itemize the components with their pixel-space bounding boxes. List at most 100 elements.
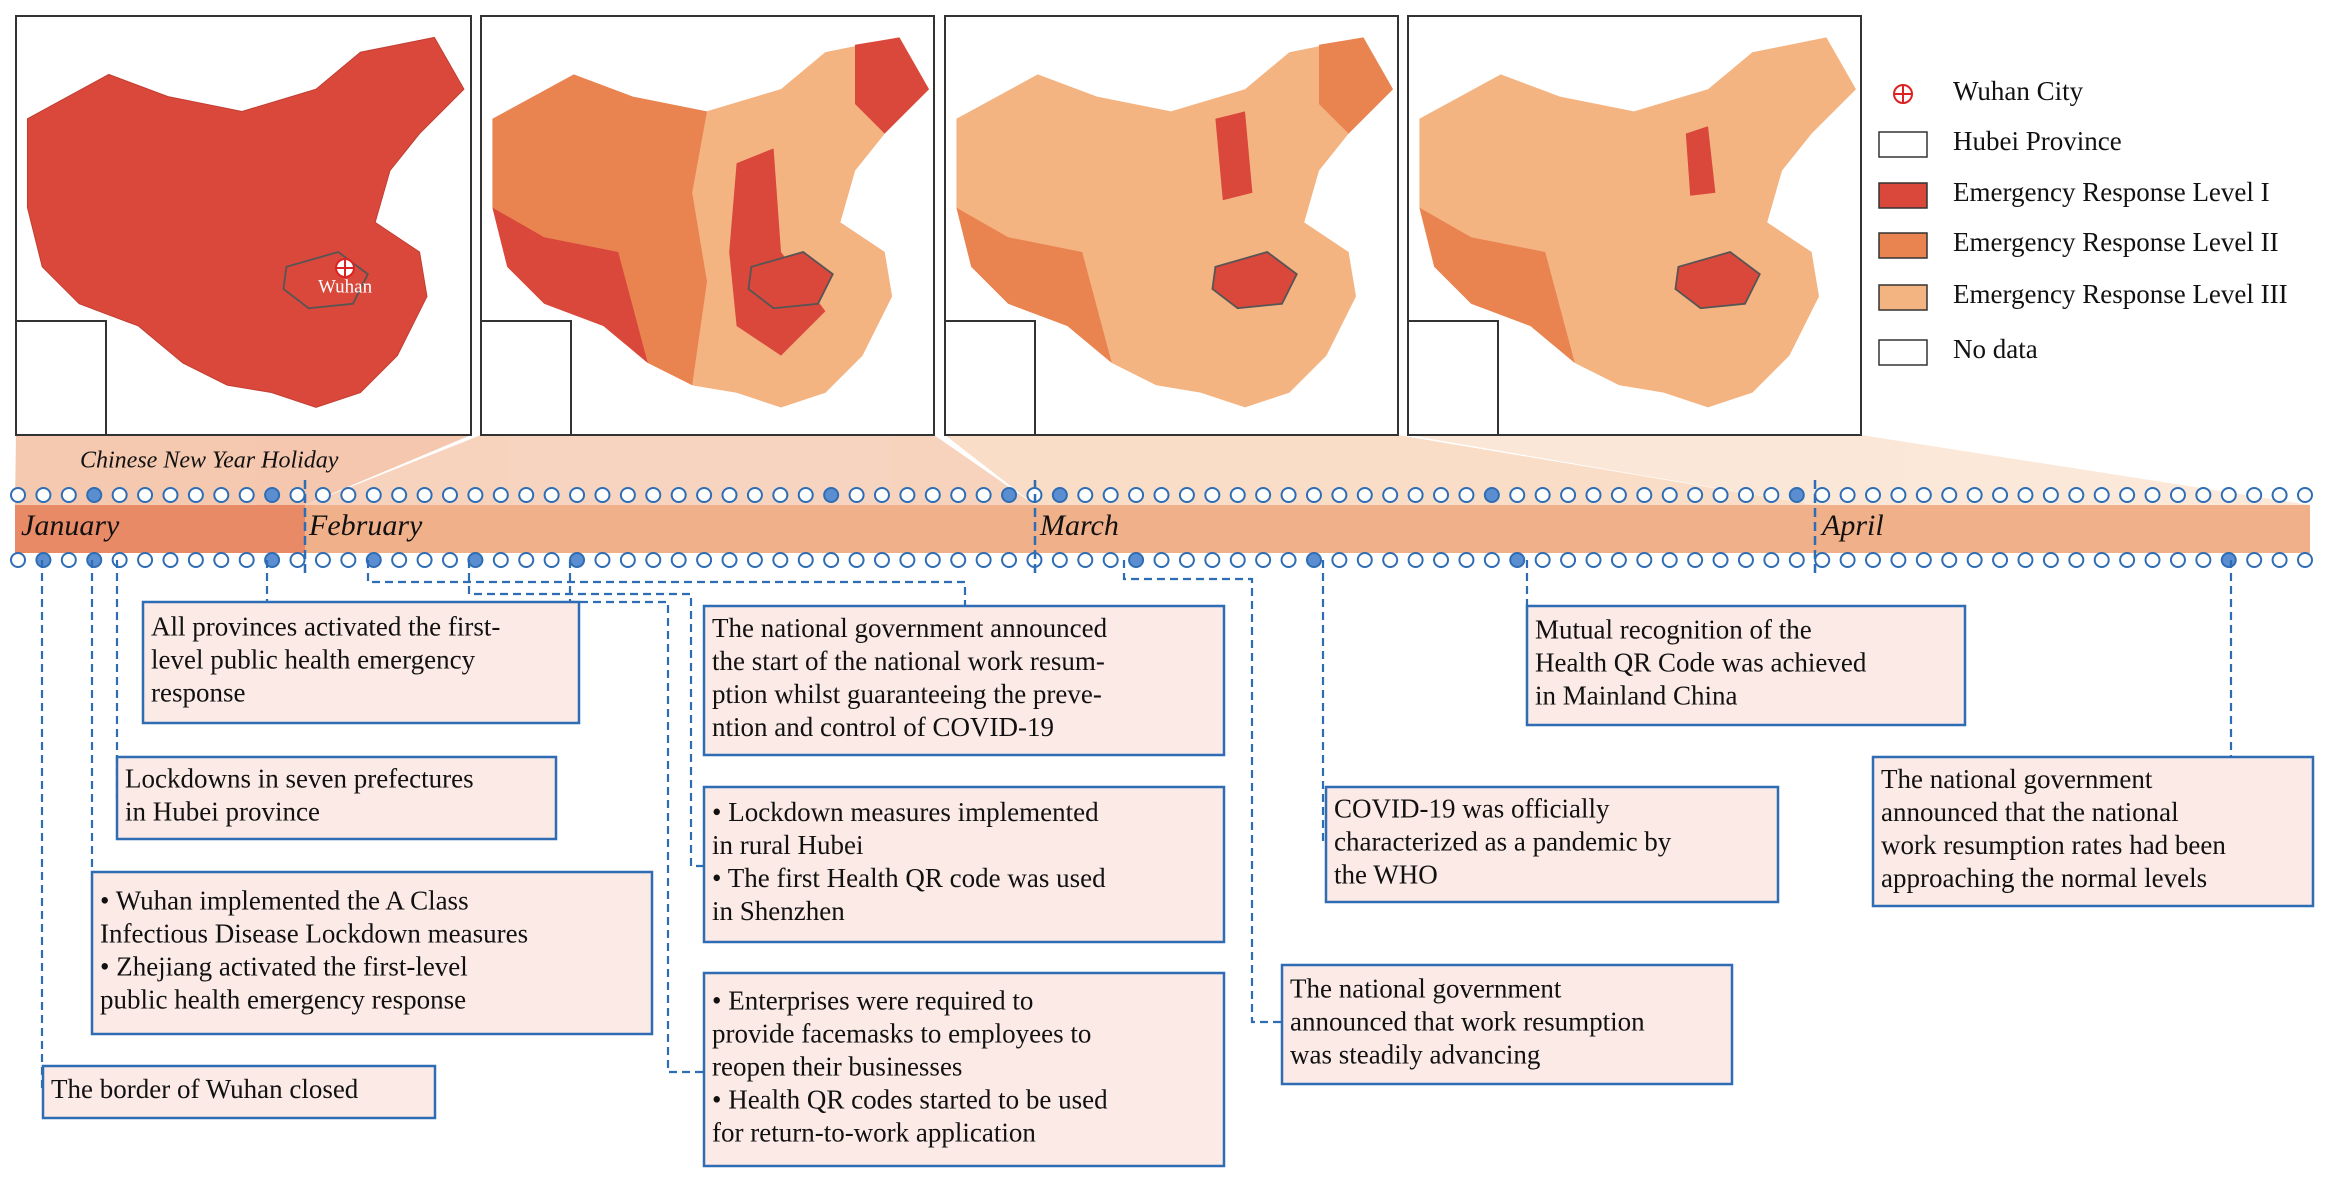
day-dot <box>594 487 611 503</box>
day-dot <box>569 487 586 503</box>
day-dot <box>1229 487 1246 503</box>
day-dot <box>365 487 382 503</box>
legend-swatch <box>1878 339 1928 366</box>
event-box-frame <box>115 755 558 841</box>
day-dot <box>518 487 535 503</box>
day-dot <box>1509 487 1526 503</box>
event-text: ption whilst guaranteeing the preve- <box>712 679 1102 709</box>
day-dot <box>86 552 103 568</box>
day-dot <box>2042 487 2059 503</box>
day-dot <box>1356 552 1373 568</box>
day-dot <box>1305 487 1322 503</box>
day-dot <box>746 552 763 568</box>
day-dot <box>492 552 509 568</box>
day-dot <box>2144 552 2161 568</box>
day-dot <box>823 552 840 568</box>
day-dot <box>10 487 26 503</box>
events: All provinces activated the first-level … <box>41 600 2315 1168</box>
event-text: All provinces activated the first- <box>151 612 500 642</box>
day-dot <box>1788 487 1805 503</box>
day-dot <box>1153 552 1170 568</box>
day-dot <box>1839 487 1856 503</box>
legend-label: Wuhan City <box>1953 76 2084 106</box>
map-panel <box>944 15 1399 436</box>
day-dot <box>492 487 509 503</box>
day-dot <box>391 552 408 568</box>
day-dot <box>1102 552 1119 568</box>
day-dot <box>2297 487 2313 503</box>
timeline-band <box>15 505 2310 553</box>
day-dot <box>2093 552 2110 568</box>
holiday-label: Chinese New Year Holiday <box>80 448 339 474</box>
day-dot <box>1737 552 1754 568</box>
day-dot <box>1331 552 1348 568</box>
day-dot <box>1305 552 1322 568</box>
day-dot <box>1966 487 1983 503</box>
day-dot <box>2297 552 2313 568</box>
legend-swatch <box>1878 232 1928 259</box>
day-dot <box>1128 552 1145 568</box>
event-text: • Lockdown measures implemented <box>712 797 1099 827</box>
day-dot <box>696 487 713 503</box>
month-separators <box>303 480 1817 575</box>
day-dot <box>1280 487 1297 503</box>
day-dot <box>35 552 52 568</box>
day-dot <box>2017 552 2034 568</box>
day-dot <box>2246 552 2263 568</box>
day-dot <box>1483 487 1500 503</box>
day-dot <box>1661 552 1678 568</box>
event-text: • Wuhan implemented the A Class <box>100 886 469 916</box>
day-dot <box>645 552 662 568</box>
map-panel <box>1407 15 1862 436</box>
day-dot <box>1382 487 1399 503</box>
month-label: March <box>1039 509 1119 542</box>
day-dot <box>1051 487 1068 503</box>
day-dot <box>1458 552 1475 568</box>
day-dot <box>1001 552 1018 568</box>
day-dot <box>1534 487 1551 503</box>
event-box: The border of Wuhan closed <box>41 1064 437 1120</box>
day-dot <box>1433 552 1450 568</box>
day-dot <box>2246 487 2263 503</box>
day-dot <box>2042 552 2059 568</box>
day-dot <box>1407 487 1424 503</box>
day-dot <box>569 552 586 568</box>
event-text: in Hubei province <box>125 797 320 827</box>
day-dot <box>137 487 154 503</box>
day-dot <box>187 487 204 503</box>
day-dot <box>2068 487 2085 503</box>
day-dot <box>111 552 128 568</box>
day-dot <box>2068 552 2085 568</box>
day-dot <box>35 487 52 503</box>
day-dot <box>1865 487 1882 503</box>
event-text: provide facemasks to employees to <box>712 1019 1091 1049</box>
months: January February March April <box>21 509 1884 542</box>
event-box: All provinces activated the first-level … <box>141 600 581 725</box>
day-dot <box>1128 487 1145 503</box>
day-dot <box>314 552 331 568</box>
event-text: public health emergency response <box>100 985 466 1015</box>
day-dot <box>1687 552 1704 568</box>
event-box-frame <box>1324 785 1780 904</box>
event-box: • Wuhan implemented the A ClassInfectiou… <box>90 870 654 1036</box>
day-dot <box>2144 487 2161 503</box>
event-box-frame <box>702 604 1226 757</box>
day-dot <box>873 552 890 568</box>
event-text: approaching the normal levels <box>1881 863 2207 893</box>
day-dot <box>86 487 103 503</box>
day-dot <box>1560 552 1577 568</box>
event-text: the WHO <box>1334 860 1438 890</box>
event-text: in rural Hubei <box>712 830 863 860</box>
event-text: work resumption rates had been <box>1881 830 2226 860</box>
day-dot <box>264 487 281 503</box>
day-dot <box>746 487 763 503</box>
legend-label: Emergency Response Level III <box>1953 279 2288 309</box>
wuhan-label: Wuhan <box>318 276 373 297</box>
day-dot <box>1712 552 1729 568</box>
event-text: • Health QR codes started to be used <box>712 1085 1108 1115</box>
day-dot <box>645 487 662 503</box>
event-text: ntion and control of COVID-19 <box>712 712 1054 742</box>
event-box-frame <box>90 870 654 1036</box>
day-dot <box>1610 552 1627 568</box>
day-dot <box>2220 487 2237 503</box>
